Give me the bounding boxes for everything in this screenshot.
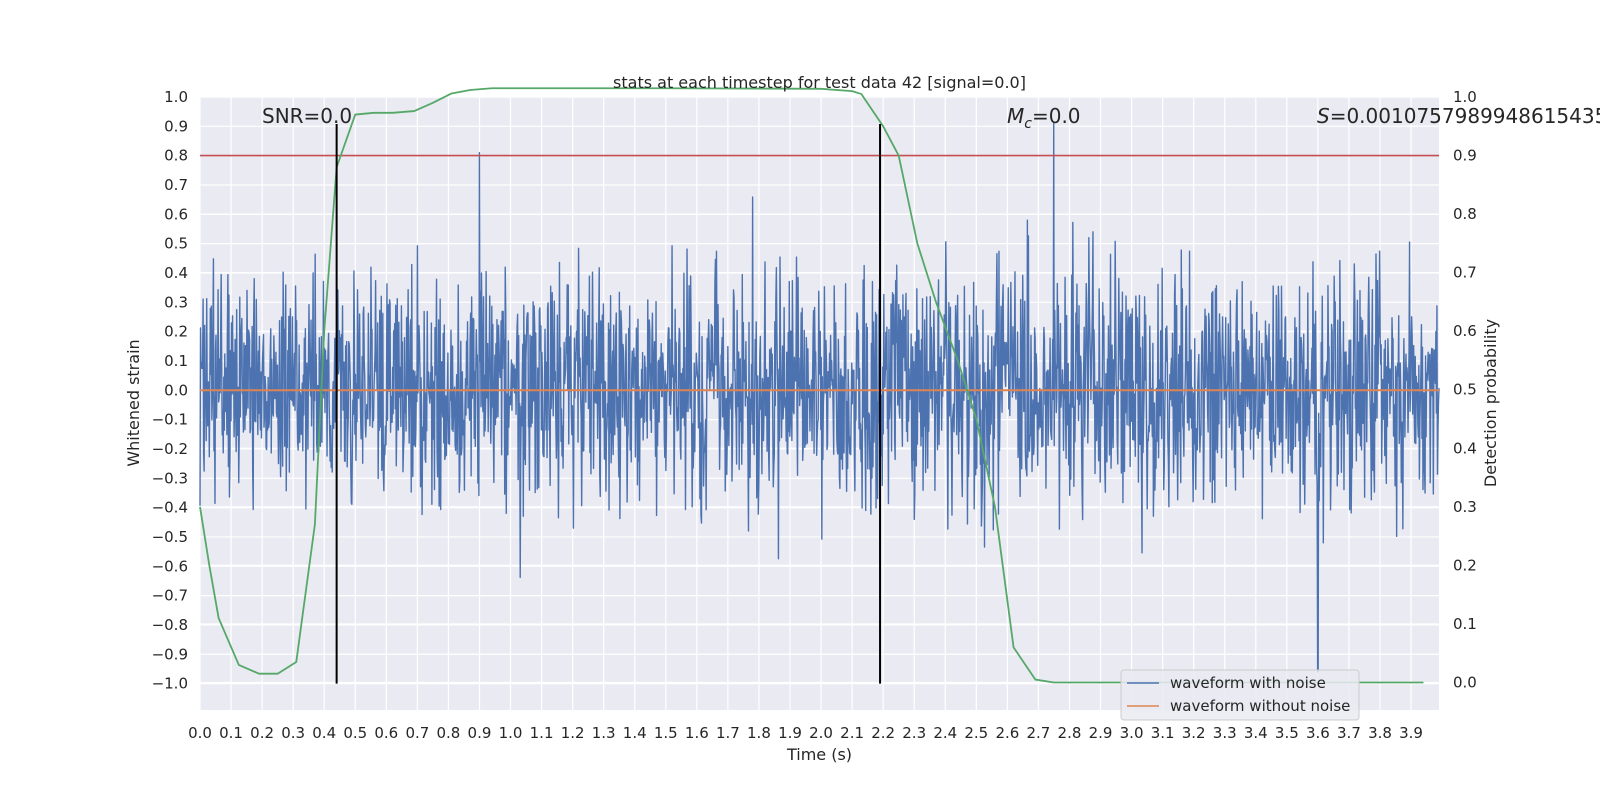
x-tick-label: 2.9	[1089, 724, 1113, 742]
x-tick-label: 3.9	[1399, 724, 1423, 742]
x-tick-label: 2.2	[871, 724, 895, 742]
x-tick-label: 1.7	[716, 724, 740, 742]
x-tick-label: 0.5	[343, 724, 367, 742]
x-tick-label: 0.8	[436, 724, 460, 742]
y-tick-label: 0.6	[164, 205, 188, 223]
chart-title: stats at each timestep for test data 42 …	[613, 73, 1026, 92]
y-tick-label: −0.3	[152, 469, 188, 487]
x-tick-label: 2.7	[1026, 724, 1050, 742]
y-tick-label: −1.0	[152, 675, 188, 693]
x-tick-label: 0.7	[405, 724, 429, 742]
x-tick-label: 0.3	[281, 724, 305, 742]
y-tick-label: −0.2	[152, 440, 188, 458]
detection-probability-line	[199, 87, 1424, 684]
x-tick-label: 1.5	[654, 724, 678, 742]
x-tick-label: 0.4	[312, 724, 336, 742]
x-tick-label: 0.1	[219, 724, 243, 742]
s-annotation: S=0.0010757989948615435	[1317, 104, 1600, 128]
x-tick-label: 2.0	[809, 724, 833, 742]
s-symbol: S	[1317, 104, 1330, 128]
y2-axis-label: Detection probability	[1481, 319, 1500, 487]
x-tick-label: 0.2	[250, 724, 274, 742]
chirp-mass-symbol: M	[1007, 104, 1024, 128]
series-layer	[199, 87, 1439, 684]
y-tick-label: 0.0	[164, 381, 188, 399]
x-tick-label: 2.5	[964, 724, 988, 742]
legend-box	[1120, 669, 1360, 721]
x-tick-label: 3.7	[1337, 724, 1361, 742]
y-tick-label: 0.1	[164, 352, 188, 370]
y-tick-label: −0.9	[152, 645, 188, 663]
x-tick-label: 1.0	[499, 724, 523, 742]
x-tick-label: 3.6	[1306, 724, 1330, 742]
y-tick-label: 0.9	[164, 117, 188, 135]
x-tick-label: 3.0	[1120, 724, 1144, 742]
y-tick-label: −0.4	[152, 499, 188, 517]
legend-label-clean: waveform without noise	[1170, 697, 1350, 715]
x-tick-label: 1.9	[778, 724, 802, 742]
y-tick-label: −0.5	[152, 528, 188, 546]
y-tick-label: 0.4	[164, 264, 188, 282]
y-tick-label: −0.8	[152, 616, 188, 634]
x-tick-label: 3.5	[1275, 724, 1299, 742]
x-tick-label: 2.4	[933, 724, 957, 742]
x-tick-label: 3.2	[1182, 724, 1206, 742]
chirp-mass-subscript: c	[1024, 116, 1032, 132]
x-tick-label: 3.3	[1213, 724, 1237, 742]
y-tick-label: −0.6	[152, 557, 188, 575]
y2-tick-label: 0.6	[1453, 322, 1477, 340]
y-tick-labels: 1.0 0.9 0.8 0.7 0.6 0.5 0.4 0.3 0.2 0.1 0.0 −0.1 −0.…	[152, 88, 188, 693]
x-tick-label: 1.3	[592, 724, 616, 742]
y2-tick-label: 1.0	[1453, 88, 1477, 106]
x-tick-label: 2.6	[995, 724, 1019, 742]
waveform-with-noise-series	[199, 122, 1440, 673]
x-tick-label: 1.1	[530, 724, 554, 742]
x-tick-label: 0.9	[468, 724, 492, 742]
snr-annotation: SNR=0.0	[262, 104, 352, 128]
x-tick-label: 3.4	[1244, 724, 1268, 742]
s-value: =0.0010757989948615435	[1330, 104, 1600, 128]
chirp-mass-annotation: Mc=0.0	[1007, 104, 1081, 132]
y-tick-label: −0.7	[152, 587, 188, 605]
x-tick-label: 0.6	[374, 724, 398, 742]
x-tick-label: 2.1	[840, 724, 864, 742]
y2-tick-label: 0.3	[1453, 498, 1477, 516]
x-axis-label: Time (s)	[786, 745, 852, 764]
x-tick-label: 0.0	[188, 724, 212, 742]
legend: waveform with noise waveform without noi…	[1120, 669, 1360, 721]
y2-tick-label: 0.9	[1453, 147, 1477, 165]
x-tick-label: 1.8	[747, 724, 771, 742]
y-tick-label: 0.8	[164, 147, 188, 165]
x-tick-label: 1.6	[685, 724, 709, 742]
y-axis-label: Whitened strain	[124, 339, 143, 466]
x-tick-label: 3.1	[1151, 724, 1175, 742]
y-tick-label: 0.3	[164, 293, 188, 311]
x-tick-label: 2.3	[902, 724, 926, 742]
y2-tick-label: 0.8	[1453, 205, 1477, 223]
legend-label-noise: waveform with noise	[1170, 674, 1326, 692]
x-tick-labels: 0.0 0.1 0.2 0.3 0.4 0.5 0.6 0.7 0.8 0.9 1.0 1.1 1.2 1…	[188, 724, 1423, 742]
y2-tick-label: 0.4	[1453, 439, 1477, 457]
y2-tick-label: 0.5	[1453, 381, 1477, 399]
y2-tick-label: 0.1	[1453, 615, 1477, 633]
y-tick-label: 0.5	[164, 235, 188, 253]
x-tick-label: 3.8	[1368, 724, 1392, 742]
x-tick-label: 1.4	[623, 724, 647, 742]
waveform-with-noise-line	[199, 122, 1440, 673]
y2-tick-label: 0.2	[1453, 556, 1477, 574]
y2-tick-label: 0.7	[1453, 264, 1477, 282]
y2-tick-labels: 1.0 0.9 0.8 0.7 0.6 0.5 0.4 0.3 0.2 0.1 0.0	[1453, 88, 1477, 691]
x-tick-label: 1.2	[561, 724, 585, 742]
chirp-mass-value: =0.0	[1032, 104, 1081, 128]
y-tick-label: 1.0	[164, 88, 188, 106]
y-tick-label: −0.1	[152, 411, 188, 429]
y-tick-label: 0.2	[164, 323, 188, 341]
y-tick-label: 0.7	[164, 176, 188, 194]
y2-tick-label: 0.0	[1453, 673, 1477, 691]
x-tick-label: 2.8	[1058, 724, 1082, 742]
